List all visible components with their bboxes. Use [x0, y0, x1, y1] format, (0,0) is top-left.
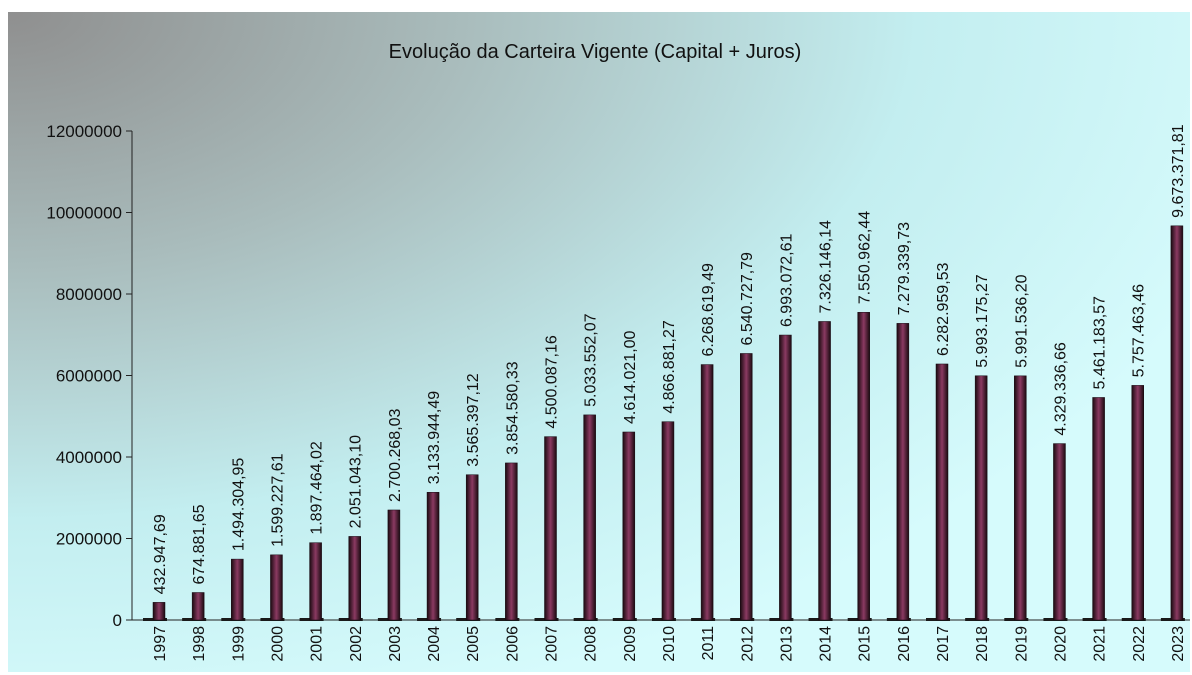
value-label: 3.133.944,49: [426, 391, 443, 485]
x-tick-label: 2013: [778, 626, 795, 662]
bar: [191, 592, 205, 621]
value-label: 3.854.580,33: [504, 361, 521, 455]
bar: [1053, 443, 1066, 621]
bar: [622, 431, 636, 621]
value-label: 6.993.072,61: [778, 234, 795, 328]
x-tick-label: 2021: [1092, 626, 1109, 662]
value-label: 4.329.336,66: [1052, 342, 1069, 436]
x-tick-label: 2017: [935, 626, 952, 662]
value-label: 4.500.087,16: [544, 335, 561, 429]
x-tick-label: 2011: [700, 626, 717, 661]
x-tick-label: 2000: [269, 626, 286, 662]
value-label: 2.051.043,10: [348, 435, 365, 529]
bar: [231, 558, 244, 621]
bar: [818, 321, 831, 621]
y-tick-label: 10000000: [46, 204, 122, 223]
value-label: 432.947,69: [152, 514, 169, 594]
bar: [1092, 397, 1105, 621]
x-tick-label: 2003: [387, 626, 404, 662]
bar: [935, 363, 949, 621]
x-tick-label: 2014: [818, 626, 835, 662]
bar: [1014, 375, 1027, 621]
y-tick-label: 2000000: [56, 530, 122, 549]
value-label: 6.540.727,79: [739, 252, 756, 346]
bar: [974, 375, 988, 621]
value-label: 1.897.464,02: [309, 441, 326, 535]
bar: [1131, 385, 1144, 621]
x-tick-label: 2006: [504, 626, 521, 662]
bar: [309, 542, 322, 621]
bar: [505, 462, 518, 621]
value-label: 2.700.268,03: [387, 408, 404, 502]
x-tick-label: 2023: [1170, 626, 1187, 662]
x-tick-label: 2019: [1013, 626, 1030, 662]
bar: [152, 602, 166, 621]
value-label: 7.326.146,14: [818, 220, 835, 314]
x-tick-label: 2004: [426, 626, 443, 662]
x-tick-label: 2018: [974, 626, 991, 662]
value-label: 1.599.227,61: [269, 453, 286, 547]
bar: [740, 353, 753, 621]
value-label: 7.550.962,44: [857, 211, 874, 305]
value-label: 5.033.552,07: [583, 313, 600, 407]
bar: [387, 509, 401, 621]
x-tick-label: 2016: [896, 626, 913, 662]
value-label: 6.282.959,53: [935, 262, 952, 356]
value-label: 5.991.536,20: [1013, 274, 1030, 368]
value-label: 7.279.339,73: [896, 222, 913, 316]
bar: [896, 323, 910, 621]
y-tick-label: 8000000: [56, 285, 122, 304]
value-label: 5.757.463,46: [1131, 284, 1148, 378]
value-label: 5.993.175,27: [974, 274, 991, 368]
x-tick-label: 2007: [544, 626, 561, 662]
bar: [426, 492, 440, 621]
bar: [465, 474, 479, 621]
x-tick-label: 2001: [309, 626, 326, 662]
y-tick-label: 6000000: [56, 367, 122, 386]
bar: [1170, 225, 1184, 621]
x-tick-label: 2002: [348, 626, 365, 662]
value-label: 3.565.397,12: [465, 373, 482, 467]
bar: [700, 364, 714, 621]
x-tick-label: 2012: [739, 626, 756, 662]
bar: [544, 436, 557, 621]
x-tick-label: 1999: [230, 626, 247, 662]
bar: [857, 312, 870, 621]
x-tick-label: 2020: [1052, 626, 1069, 662]
x-tick-label: 2009: [622, 626, 639, 662]
bar: [348, 536, 361, 621]
x-tick-label: 1998: [191, 626, 208, 662]
chart-background: [8, 12, 1190, 672]
x-tick-label: 2010: [661, 626, 678, 662]
y-tick-label: 12000000: [46, 122, 122, 141]
value-label: 6.268.619,49: [700, 263, 717, 357]
value-label: 4.614.021,00: [622, 330, 639, 424]
value-label: 674.881,65: [191, 504, 208, 584]
bar: [779, 334, 792, 621]
x-tick-label: 2015: [857, 626, 874, 662]
x-tick-label: 2008: [583, 626, 600, 662]
bar: [270, 554, 283, 621]
value-label: 5.461.183,57: [1092, 296, 1109, 390]
x-tick-label: 2022: [1131, 626, 1148, 662]
value-label: 9.673.371,81: [1170, 124, 1187, 218]
value-label: 4.866.881,27: [661, 320, 678, 414]
value-label: 1.494.304,95: [230, 458, 247, 552]
y-tick-label: 4000000: [56, 448, 122, 467]
x-tick-label: 1997: [152, 626, 169, 662]
x-tick-label: 2005: [465, 626, 482, 662]
chart-title: Evolução da Carteira Vigente (Capital + …: [389, 41, 802, 63]
bar: [583, 414, 596, 621]
bar: [661, 421, 675, 621]
y-tick-label: 0: [113, 611, 122, 630]
